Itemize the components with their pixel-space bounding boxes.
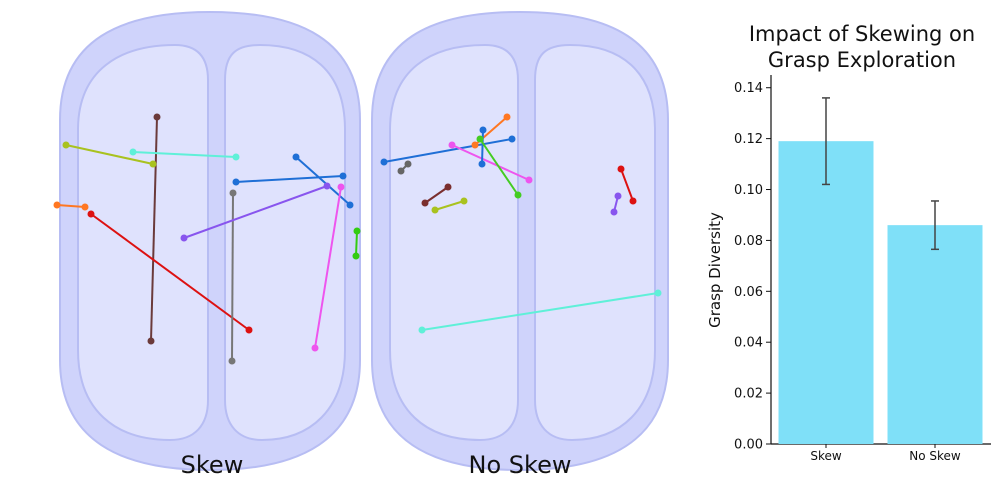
- grasp-endpoint: [337, 183, 345, 191]
- grasp-endpoint: [87, 210, 95, 218]
- grasp-endpoint: [610, 208, 618, 216]
- grasp-segment: [65, 144, 154, 165]
- grasp-endpoint: [323, 182, 331, 190]
- bin-right-compartment: [224, 43, 346, 442]
- grasp-endpoint: [311, 344, 319, 352]
- grasp-segment: [434, 200, 465, 211]
- grasp-segment: [132, 151, 237, 158]
- grasp-endpoint: [397, 167, 405, 175]
- grasp-endpoint: [352, 252, 360, 260]
- grasp-endpoint: [380, 158, 388, 166]
- grasp-segment: [421, 292, 659, 331]
- grasp-segment: [355, 230, 358, 257]
- grasp-endpoint: [508, 135, 516, 143]
- grasp-endpoint: [292, 153, 300, 161]
- grasp-endpoint: [353, 227, 361, 235]
- bar-no-skew: [887, 225, 983, 444]
- bin-left-compartment: [77, 43, 209, 442]
- no-skew-panel-label: No Skew: [469, 451, 572, 479]
- grasp-endpoint: [228, 357, 236, 365]
- y-tick-label: 0.02: [734, 387, 763, 402]
- grasp-endpoint: [629, 197, 637, 205]
- grasp-endpoint: [404, 160, 412, 168]
- grasp-segment: [383, 138, 513, 163]
- grasp-endpoint: [62, 141, 70, 149]
- grasp-endpoint: [448, 141, 456, 149]
- grasp-endpoint: [471, 141, 479, 149]
- grasp-endpoint: [232, 178, 240, 186]
- grasp-endpoint: [229, 189, 237, 197]
- grasp-segment: [451, 144, 530, 181]
- grasp-segment: [479, 138, 519, 196]
- grasp-endpoint: [339, 172, 347, 180]
- grasp-endpoint: [514, 191, 522, 199]
- no-skew-grasp-segments: [380, 113, 662, 334]
- grasp-segment: [231, 192, 234, 362]
- grasp-segment: [235, 175, 344, 183]
- grasp-segment: [424, 186, 449, 204]
- grasp-segment: [90, 213, 250, 331]
- chart-title-line-2: Grasp Exploration: [768, 48, 956, 72]
- grasp-endpoint: [460, 197, 468, 205]
- y-axis-label: Grasp Diversity: [706, 212, 724, 328]
- grasp-segment: [150, 116, 158, 342]
- grasp-endpoint: [180, 234, 188, 242]
- grasp-segment: [314, 186, 342, 349]
- grasp-endpoint: [245, 326, 253, 334]
- bar-skew: [778, 141, 874, 444]
- y-tick-label: 0.08: [734, 234, 763, 249]
- y-tick-label: 0.04: [734, 336, 763, 351]
- grasp-endpoint: [418, 326, 426, 334]
- grasp-endpoint: [149, 160, 157, 168]
- skew-panel-label: Skew: [181, 451, 244, 479]
- skew-grasp-segments: [53, 113, 361, 365]
- bin-left-compartment: [389, 43, 519, 442]
- grasp-segment: [56, 204, 86, 208]
- grasp-segment: [481, 129, 484, 165]
- grasp-endpoint: [346, 201, 354, 209]
- grasp-endpoint: [617, 165, 625, 173]
- y-tick-label: 0.14: [734, 81, 763, 96]
- grasp-endpoint: [478, 160, 486, 168]
- grasp-endpoint: [147, 337, 155, 345]
- grasp-endpoint: [614, 192, 622, 200]
- y-tick-label: 0.06: [734, 285, 763, 300]
- grasp-endpoint: [444, 183, 452, 191]
- grasp-endpoint: [81, 203, 89, 211]
- y-tick-label: 0.00: [734, 438, 763, 453]
- grasp-endpoint: [476, 135, 484, 143]
- y-tick-label: 0.10: [734, 183, 763, 198]
- chart-title-line-1: Impact of Skewing on: [749, 22, 975, 46]
- grasp-endpoint: [431, 206, 439, 214]
- grasp-endpoint: [525, 176, 533, 184]
- grasp-endpoint: [153, 113, 161, 121]
- grasp-endpoint: [421, 199, 429, 207]
- grasp-segment: [183, 185, 328, 239]
- x-tick-label: Skew: [810, 449, 842, 463]
- x-tick-label: No Skew: [909, 449, 961, 463]
- grasp-endpoint: [232, 153, 240, 161]
- grasp-endpoint: [129, 148, 137, 156]
- bar-chart: Impact of Skewing on Grasp Exploration G…: [706, 22, 991, 463]
- bin-right-compartment: [534, 43, 656, 442]
- grasp-endpoint: [53, 201, 61, 209]
- skew-bin-panel: [59, 10, 361, 472]
- no-skew-bin-panel: [371, 10, 669, 472]
- grasp-segment: [295, 156, 351, 206]
- grasp-endpoint: [479, 126, 487, 134]
- grasp-segment: [620, 168, 634, 202]
- y-tick-label: 0.12: [734, 132, 763, 147]
- grasp-endpoint: [654, 289, 662, 297]
- grasp-endpoint: [503, 113, 511, 121]
